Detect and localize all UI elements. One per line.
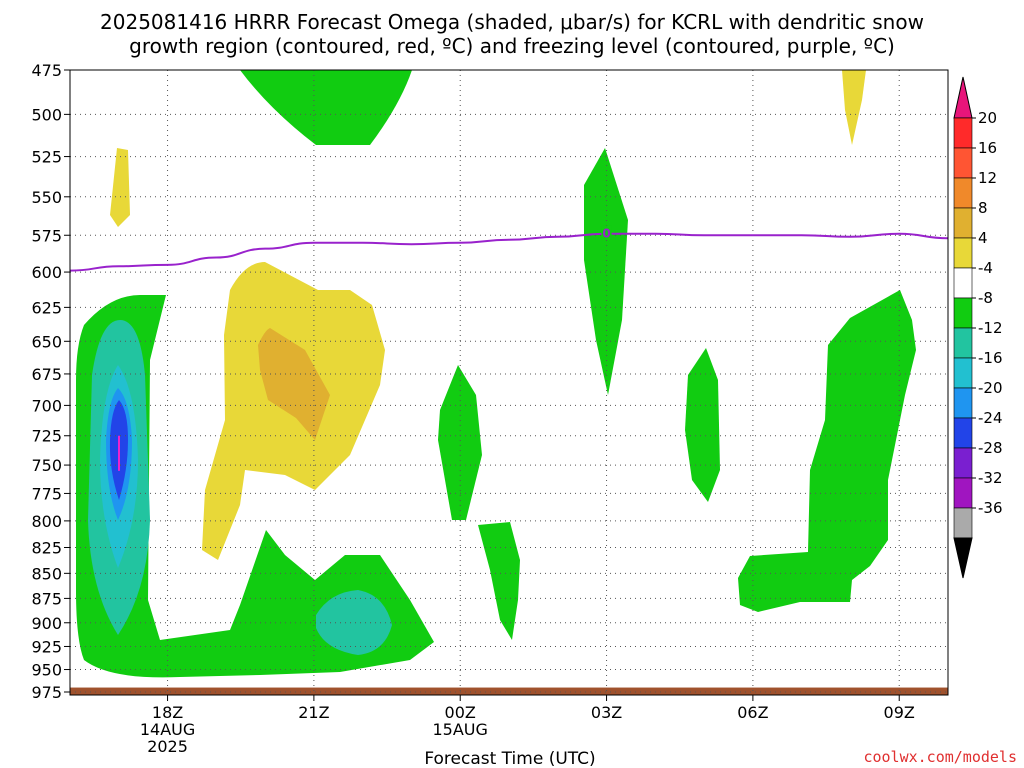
y-tick-label: 550 — [31, 188, 62, 207]
x-tick-label: 00Z — [445, 703, 476, 722]
freezing-level-line — [69, 232, 949, 272]
y-tick-label: 600 — [31, 263, 62, 282]
colorbar-tick-label: 12 — [978, 169, 997, 187]
colorbar-swatch — [953, 237, 973, 269]
colorbar-swatch — [953, 327, 973, 359]
omega-area-green-right-small — [685, 348, 720, 502]
y-tick-label: 475 — [31, 61, 62, 80]
colorbar-under-arrow — [953, 537, 973, 579]
omega-area-orange-center — [258, 328, 330, 440]
omega-area-green-mid-lower — [478, 522, 520, 640]
contour-lines: 0 — [69, 225, 949, 471]
y-tick-label: 675 — [31, 365, 62, 384]
y-tick-label: 775 — [31, 484, 62, 503]
colorbar-swatch — [953, 477, 973, 509]
colorbar-swatch — [953, 267, 973, 299]
colorbar-swatch — [953, 417, 973, 449]
colorbar-swatch — [953, 117, 973, 149]
x-axis-label: Forecast Time (UTC) — [424, 749, 595, 768]
colorbar-tick-label: 20 — [978, 109, 997, 127]
y-tick-label: 500 — [31, 105, 62, 124]
colorbar-tick-label: -20 — [978, 379, 1003, 397]
colorbar-tick-label: -12 — [978, 319, 1003, 337]
y-tick-label: 900 — [31, 614, 62, 633]
colorbar-over-arrow — [953, 76, 973, 119]
colorbar-tick-label: -4 — [978, 259, 993, 277]
omega-area-green-right — [738, 290, 916, 612]
x-tick-sublabel-date: 15AUG — [433, 720, 488, 739]
x-tick-label: 18Z — [152, 703, 183, 722]
colorbar-tick-label: 8 — [978, 199, 988, 217]
x-tick-label: 21Z — [298, 703, 329, 722]
omega-area-yellow-top-right — [842, 70, 866, 145]
freezing-level-label: 0 — [602, 227, 610, 241]
chart-title-line1: 2025081416 HRRR Forecast Omega (shaded, … — [100, 10, 924, 34]
colorbar-tick-label: -16 — [978, 349, 1003, 367]
y-tick-label: 850 — [31, 564, 62, 583]
grid-lines — [70, 69, 948, 695]
freezing-level-label-bg — [601, 225, 612, 240]
y-tick-label: 750 — [31, 456, 62, 475]
x-tick-label: 06Z — [737, 703, 768, 722]
colorbar-swatch — [953, 147, 973, 179]
y-tick-label: 975 — [31, 683, 62, 702]
y-tick-label: 925 — [31, 637, 62, 656]
colorbar-tick-label: 16 — [978, 139, 997, 157]
y-tick-label: 650 — [31, 332, 62, 351]
colorbar-tick-label: -32 — [978, 469, 1003, 487]
colorbar-swatch — [953, 357, 973, 389]
x-tick-label: 09Z — [884, 703, 915, 722]
x-tick-sublabel-year: 2025 — [147, 737, 188, 756]
colorbar-tick-label: -28 — [978, 439, 1003, 457]
colorbar-swatch — [953, 387, 973, 419]
colorbar-swatch — [953, 297, 973, 329]
y-tick-label: 625 — [31, 298, 62, 317]
colorbar-tick-label: -24 — [978, 409, 1003, 427]
terrain-band-top — [275, 689, 548, 693]
omega-area-green-left-column — [76, 295, 434, 678]
y-axis: 475 500 525 550 575 600 625 650 675 700 725 750 775 8… — [31, 61, 70, 702]
omega-area-teal-bottom — [316, 590, 392, 655]
colorbar-tick-label: -36 — [978, 499, 1003, 517]
plot-frame — [69, 69, 949, 696]
colorbar-swatch — [953, 447, 973, 479]
y-tick-label: 950 — [31, 661, 62, 680]
colorbar-swatch — [953, 507, 973, 539]
y-tick-label: 875 — [31, 589, 62, 608]
omega-shaded-areas — [70, 70, 948, 695]
chart-title-line2: growth region (contoured, red, ºC) and f… — [129, 34, 895, 58]
colorbar: 20 16 12 8 4 -4 -8 -12 -16 -20 -24 -28 -32 -36 — [953, 76, 1003, 579]
credit-label: coolwx.com/models — [863, 748, 1017, 766]
y-tick-label: 800 — [31, 512, 62, 531]
colorbar-swatch — [953, 207, 973, 239]
omega-area-green-top — [240, 70, 412, 145]
omega-area-green-mid — [438, 365, 482, 520]
y-tick-label: 575 — [31, 226, 62, 245]
x-tick-label: 03Z — [591, 703, 622, 722]
y-tick-label: 825 — [31, 539, 62, 558]
y-tick-label: 725 — [31, 427, 62, 446]
x-tick-sublabel-date: 14AUG — [140, 720, 195, 739]
colorbar-tick-label: -8 — [978, 289, 993, 307]
y-tick-label: 525 — [31, 148, 62, 167]
omega-area-yellow-upper-left — [110, 148, 130, 227]
colorbar-tick-label: 4 — [978, 229, 988, 247]
colorbar-swatch — [953, 177, 973, 209]
y-tick-label: 700 — [31, 396, 62, 415]
omega-area-green-03z — [584, 148, 628, 395]
